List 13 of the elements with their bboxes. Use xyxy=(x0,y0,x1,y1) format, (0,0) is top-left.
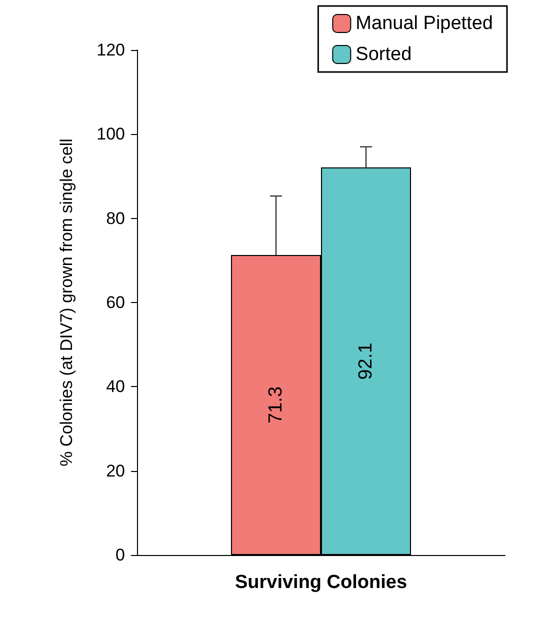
y-tick-label: 60 xyxy=(106,293,125,312)
legend-label: Manual Pipetted xyxy=(356,13,494,34)
y-tick-label: 20 xyxy=(106,461,125,480)
y-tick-label: 100 xyxy=(96,124,125,144)
y-tick-label: 80 xyxy=(106,208,125,228)
x-tick-label: Surviving Colonies xyxy=(234,572,408,593)
y-tick-label: 40 xyxy=(106,377,125,396)
y-tick-label: 120 xyxy=(96,40,125,60)
y-tick-label: 0 xyxy=(116,546,125,564)
legend-label: Sorted xyxy=(356,44,412,65)
data-label: 71.3 xyxy=(266,386,286,424)
y-axis-title: % Colonies (at DIV7) grown from single cell xyxy=(57,138,76,466)
data-label: 92.1 xyxy=(356,342,376,380)
